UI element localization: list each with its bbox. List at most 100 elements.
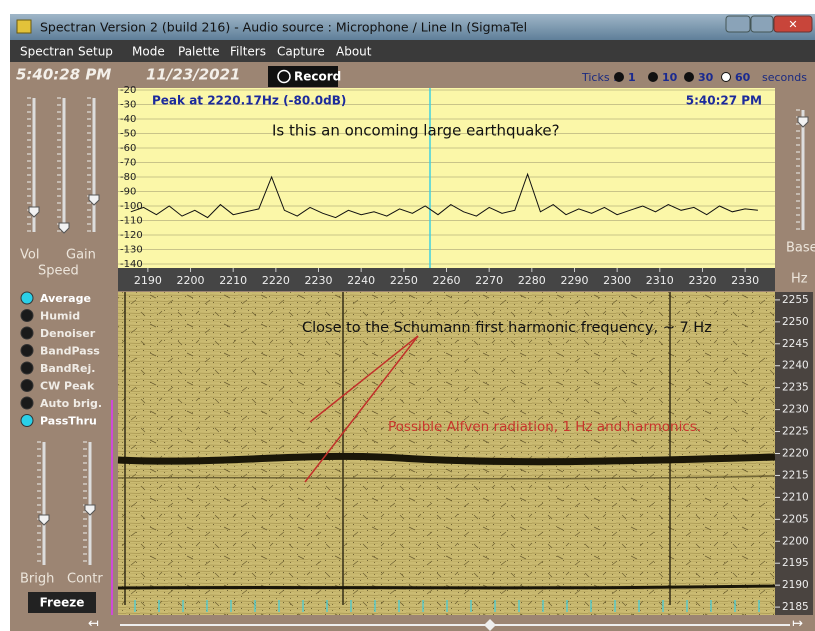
vol-label: Vol <box>20 248 39 263</box>
tick-option-radio[interactable] <box>722 73 731 82</box>
y-tick-label: -70 <box>120 158 136 169</box>
y-tick-label: -40 <box>120 114 136 125</box>
option-checkbox[interactable] <box>21 345 33 357</box>
x-tick-label: 2270 <box>475 274 503 287</box>
option-label: Denoiser <box>40 327 96 340</box>
menu-item[interactable]: About <box>336 45 372 59</box>
y-tick-label: -100 <box>120 201 143 212</box>
x-tick-label: 2200 <box>177 274 205 287</box>
x-tick-label: 2320 <box>688 274 716 287</box>
brigh-label: Brigh <box>20 572 54 587</box>
y-tick-label: 2225 <box>782 426 809 438</box>
menu-item[interactable]: Filters <box>230 45 266 59</box>
x-tick-label: 2300 <box>603 274 631 287</box>
y-tick-label: 2255 <box>782 294 809 306</box>
maximize-button[interactable] <box>751 16 773 32</box>
option-checkbox[interactable] <box>21 327 33 339</box>
y-tick-label: 2230 <box>782 404 809 416</box>
y-tick-label: 2240 <box>782 360 809 372</box>
y-tick-label: -110 <box>120 216 143 227</box>
option-label: BandPass <box>40 345 100 358</box>
y-tick-label: 2235 <box>782 382 809 394</box>
speed-label: Speed <box>38 264 79 279</box>
y-tick-label: -30 <box>120 100 136 111</box>
annotation: Possible Alfven radiation, 1 Hz and harm… <box>388 419 701 435</box>
spectran-window: Spectran Version 2 (build 216) - Audio s… <box>0 0 815 631</box>
y-tick-label: 2205 <box>782 513 809 525</box>
record-label: Record <box>294 70 341 84</box>
x-tick-label: 2280 <box>518 274 546 287</box>
option-label: PassThru <box>40 415 97 428</box>
spectrum-panel <box>118 88 775 268</box>
date: 11/23/2021 <box>146 66 240 84</box>
menu: Spectran Setup Mode Palette Filters Capture Ab… <box>20 45 372 59</box>
option-checkbox[interactable] <box>21 362 33 374</box>
tick-option-label: 30 <box>698 71 714 84</box>
menu-item[interactable]: Mode <box>132 45 165 59</box>
option-label: CW Peak <box>40 380 95 393</box>
annotation: Is this an oncoming large earthquake? <box>272 122 560 140</box>
x-tick-label: 2230 <box>305 274 333 287</box>
option-label: Humid <box>40 310 80 323</box>
x-tick-label: 2330 <box>731 274 759 287</box>
window-title: Spectran Version 2 (build 216) - Audio s… <box>40 20 527 35</box>
option-checkbox[interactable] <box>21 380 33 392</box>
y-tick-label: 2220 <box>782 448 809 460</box>
tick-option-label: 10 <box>662 71 678 84</box>
spectrum-time: 5:40:27 PM <box>686 94 762 108</box>
minimize-button[interactable] <box>726 16 750 32</box>
peak-readout: Peak at 2220.17Hz (-80.0dB) <box>152 94 346 108</box>
tick-option-radio[interactable] <box>615 73 624 82</box>
x-tick-label: 2190 <box>134 274 162 287</box>
y-tick-label: 2215 <box>782 469 809 481</box>
x-tick-label: 2310 <box>646 274 674 287</box>
ticks-label: Ticks : <box>581 71 617 84</box>
y-tick-label: -60 <box>120 143 136 154</box>
y-tick-label: 2245 <box>782 338 809 350</box>
option-checkbox[interactable] <box>21 310 33 322</box>
option-label: BandRej. <box>40 362 95 375</box>
y-tick-label: -90 <box>120 187 136 198</box>
y-tick-label: -50 <box>120 129 136 140</box>
y-tick-label: 2185 <box>782 601 809 613</box>
y-tick-label: -20 <box>120 85 136 96</box>
tick-option-label: 1 <box>628 71 636 84</box>
hz-label: Hz <box>791 272 808 287</box>
tick-option-radio[interactable] <box>685 73 694 82</box>
base-label: Base <box>786 241 815 256</box>
y-tick-label: 2210 <box>782 491 809 503</box>
signal-band-faint <box>118 586 775 588</box>
option-checkbox[interactable] <box>21 415 33 427</box>
option-label: Auto brig. <box>40 397 102 410</box>
x-tick-label: 2250 <box>390 274 418 287</box>
y-tick-label: -130 <box>120 245 143 256</box>
signal-band <box>118 456 775 461</box>
close-icon: ✕ <box>788 18 797 31</box>
option-label: Average <box>40 292 91 305</box>
tick-option-radio[interactable] <box>649 73 658 82</box>
scroll-left[interactable]: ↤ <box>88 617 99 631</box>
menu-item[interactable]: Spectran <box>20 45 74 59</box>
scroll-right[interactable]: ↦ <box>792 617 803 631</box>
app-icon <box>17 20 31 33</box>
seconds-label: seconds <box>762 71 807 84</box>
page: Spectran Version 2 (build 216) - Audio s… <box>0 0 815 631</box>
x-tick-label: 2220 <box>262 274 290 287</box>
menu-item[interactable]: Capture <box>277 45 325 59</box>
x-tick-label: 2240 <box>347 274 375 287</box>
y-tick-label: 2190 <box>782 579 809 591</box>
y-tick-label: 2250 <box>782 316 809 328</box>
menu-item[interactable]: Palette <box>178 45 220 59</box>
y-tick-label: -120 <box>120 230 143 241</box>
contr-label: Contr <box>67 572 103 587</box>
option-checkbox[interactable] <box>21 292 33 304</box>
option-checkbox[interactable] <box>21 397 33 409</box>
y-tick-label: 2200 <box>782 535 809 547</box>
menu-bar <box>10 40 815 62</box>
y-tick-label: -80 <box>120 172 136 183</box>
annotation: Close to the Schumann first harmonic fre… <box>302 320 712 336</box>
menu-item[interactable]: Setup <box>78 45 113 59</box>
y-tick-label: 2195 <box>782 557 809 569</box>
tick-option-label: 60 <box>735 71 751 84</box>
gain-label: Gain <box>66 248 96 263</box>
